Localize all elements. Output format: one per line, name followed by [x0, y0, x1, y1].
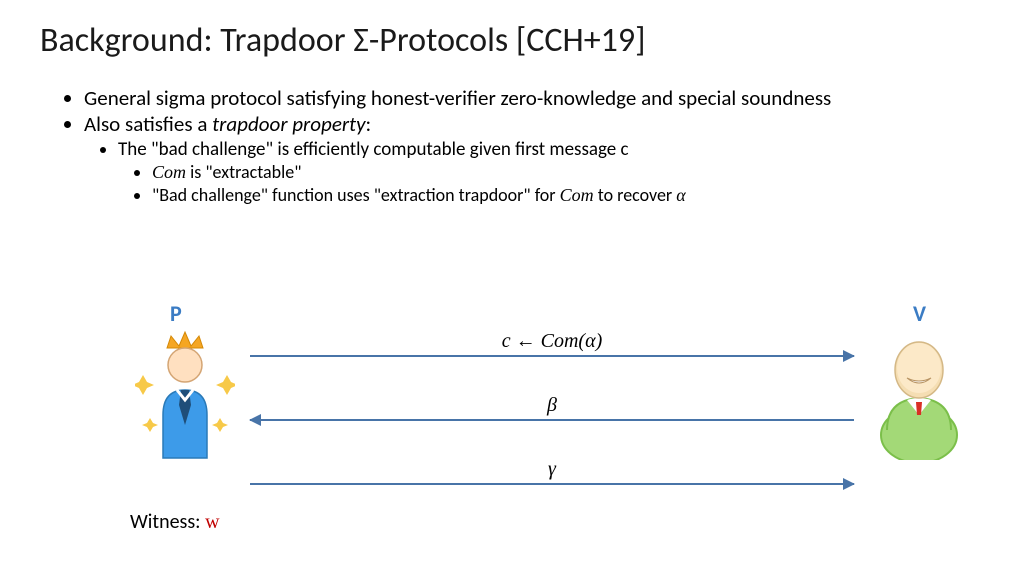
- slide-title: Background: Trapdoor Σ-Protocols [CCH+19…: [40, 20, 984, 61]
- arrow-right-icon: [250, 483, 854, 485]
- msg3-label: γ: [250, 458, 854, 481]
- arrow-1: c ← Com(α): [250, 330, 854, 386]
- prover-icon: [135, 330, 235, 460]
- msg1-label: c ← Com(α): [250, 330, 854, 353]
- verifier-icon: [869, 330, 969, 460]
- bullet-list: General sigma protocol satisfying honest…: [60, 85, 984, 206]
- bullet-2a1: Com is "extractable": [152, 161, 984, 184]
- message-arrows: c ← Com(α) β γ: [250, 330, 854, 522]
- bullet-2a2: "Bad challenge" function uses "extractio…: [152, 184, 984, 207]
- arrow-right-icon: [250, 355, 854, 357]
- bullet-2: Also satisfies a trapdoor property: The …: [84, 111, 984, 206]
- msg2-label: β: [250, 394, 854, 417]
- arrow-3: γ: [250, 458, 854, 514]
- verifier-label: V: [913, 300, 926, 327]
- prover-label: P: [170, 300, 182, 327]
- bullet-2a: The "bad challenge" is efficiently compu…: [118, 138, 984, 162]
- bullet-1: General sigma protocol satisfying honest…: [84, 85, 984, 111]
- protocol-diagram: P V: [40, 300, 984, 550]
- arrow-left-icon: [250, 419, 854, 421]
- arrow-2: β: [250, 394, 854, 450]
- witness-label: Witness: w: [130, 510, 220, 534]
